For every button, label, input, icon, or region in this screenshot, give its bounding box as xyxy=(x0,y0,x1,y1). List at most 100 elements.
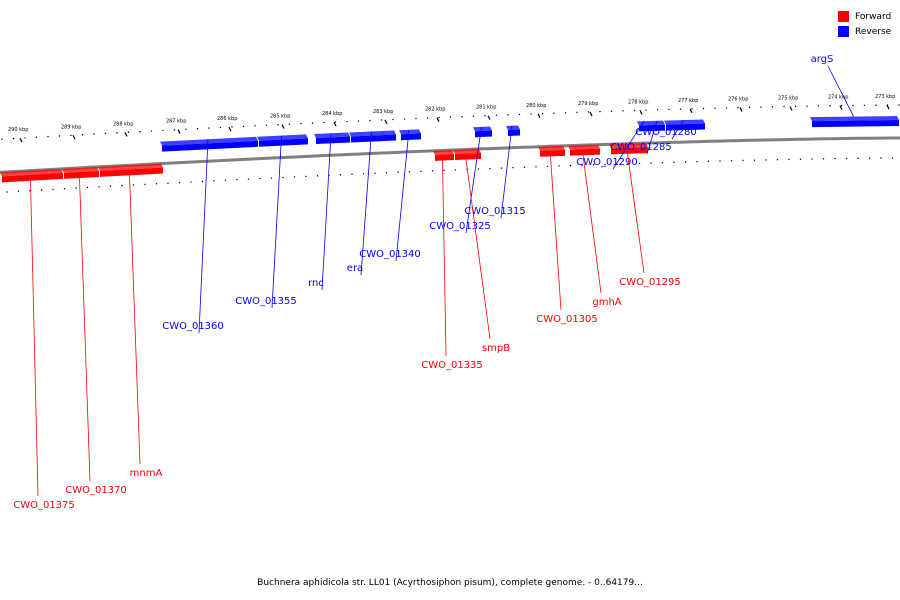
gene-label[interactable]: era xyxy=(347,263,363,274)
kbp-tick-label: 280 kbp xyxy=(526,103,546,109)
gene-leader-line xyxy=(465,159,491,340)
tick-dot xyxy=(702,107,705,110)
tick-dot xyxy=(806,105,808,107)
kbp-tick-label: 283 kbp xyxy=(373,109,393,115)
gene-label[interactable]: gmhA xyxy=(592,297,621,308)
gene-block[interactable] xyxy=(351,134,396,143)
tick-dot xyxy=(691,108,693,110)
forward-swatch xyxy=(838,11,849,22)
gene-label[interactable]: rnc xyxy=(308,278,324,289)
major-tick xyxy=(487,115,491,120)
kbp-tick-label: 282 kbp xyxy=(425,107,445,113)
tick-dot xyxy=(599,110,601,113)
gene-block[interactable] xyxy=(508,129,520,136)
gene-label[interactable]: CWO_01360 xyxy=(162,321,224,332)
gene-label[interactable]: CWO_01285 xyxy=(610,142,672,153)
tick-dot xyxy=(523,166,526,168)
tick-dot xyxy=(311,122,314,124)
gene-block[interactable] xyxy=(455,152,481,161)
kbp-tick-label: 275 kbp xyxy=(778,95,798,101)
tick-dot xyxy=(753,159,756,161)
gene-block[interactable] xyxy=(540,149,565,157)
gene-label[interactable]: CWO_01340 xyxy=(359,249,421,260)
gene-label[interactable]: smpB xyxy=(482,343,510,354)
tick-dot xyxy=(420,170,422,173)
kbp-tick-label: 284 kbp xyxy=(322,111,342,117)
tick-dot xyxy=(880,157,882,159)
tick-dot xyxy=(794,105,797,108)
tick-dot xyxy=(633,109,636,112)
gene-label[interactable]: CWO_01335 xyxy=(421,360,483,371)
gene-label[interactable]: CWO_01375 xyxy=(13,500,75,511)
gene-block[interactable] xyxy=(570,148,600,156)
tick-dot xyxy=(185,128,187,130)
tick-dot xyxy=(47,135,49,138)
major-tick xyxy=(281,124,285,129)
tick-dot xyxy=(236,179,238,181)
tick-dot xyxy=(454,169,457,171)
gene-label[interactable]: CWO_01315 xyxy=(464,206,526,217)
gene-block[interactable] xyxy=(64,170,99,179)
tick-dot xyxy=(339,174,342,176)
gene-block[interactable] xyxy=(666,123,705,131)
gene-block[interactable] xyxy=(162,140,258,152)
tick-dot xyxy=(650,162,652,164)
gene-label[interactable]: argS xyxy=(811,54,834,65)
gene-block-top xyxy=(473,126,492,132)
gene-label[interactable]: CWO_01295 xyxy=(619,277,681,288)
gene-block[interactable] xyxy=(812,120,899,128)
gene-block[interactable] xyxy=(475,130,492,138)
tick-dot xyxy=(58,135,61,137)
gene-label[interactable]: CWO_01290 xyxy=(576,157,638,168)
gene-block[interactable] xyxy=(100,167,163,177)
gene-label[interactable]: CWO_01280 xyxy=(635,127,697,138)
tick-dot xyxy=(196,127,199,130)
gene-block[interactable] xyxy=(316,136,350,145)
gene-leader-line xyxy=(79,177,91,482)
gene-block[interactable] xyxy=(653,124,665,131)
gene-label[interactable]: mnmA xyxy=(130,468,163,479)
tick-dot xyxy=(408,171,411,173)
tick-dot xyxy=(576,111,578,114)
gene-label[interactable]: CWO_01305 xyxy=(536,314,598,325)
legend-forward-label: Forward xyxy=(855,11,892,22)
tick-dot xyxy=(564,112,567,114)
tick-dot xyxy=(829,105,831,107)
gene-block[interactable] xyxy=(259,138,308,147)
tick-dot xyxy=(265,124,268,126)
gene-label[interactable]: CWO_01355 xyxy=(235,296,297,307)
tick-dot xyxy=(17,190,20,192)
kbp-tick-label: 287 kbp xyxy=(166,119,186,125)
gene-block-top xyxy=(538,145,565,151)
tick-dot xyxy=(98,186,100,188)
gene-block[interactable] xyxy=(639,124,653,132)
tick-dot xyxy=(127,131,130,133)
tick-dot xyxy=(898,104,900,106)
gene-leader-line xyxy=(500,125,513,219)
tick-dot xyxy=(776,159,779,161)
tick-dot xyxy=(857,157,859,160)
kbp-tick-label: 290 kbp xyxy=(8,127,28,133)
gene-block[interactable] xyxy=(611,147,648,155)
tick-dot xyxy=(380,119,383,121)
tick-dot xyxy=(461,115,463,118)
gene-block[interactable] xyxy=(401,133,421,141)
gene-label[interactable]: CWO_01370 xyxy=(65,485,127,496)
gene-block-top xyxy=(810,116,899,122)
gene-label[interactable]: CWO_01325 xyxy=(429,221,491,232)
tick-dot xyxy=(484,115,486,117)
gene-block-top xyxy=(314,132,350,139)
genome-backbone xyxy=(0,136,900,174)
major-tick xyxy=(124,132,128,137)
tick-dot xyxy=(472,115,475,117)
gene-block[interactable] xyxy=(2,172,63,183)
gene-block[interactable] xyxy=(435,154,454,161)
tick-dot xyxy=(300,122,302,125)
tick-dot xyxy=(305,175,307,178)
gene-block-top xyxy=(651,120,665,125)
major-tick xyxy=(789,106,793,111)
tick-dot xyxy=(656,109,659,111)
tick-dot xyxy=(431,170,434,172)
tick-dot xyxy=(592,164,595,166)
